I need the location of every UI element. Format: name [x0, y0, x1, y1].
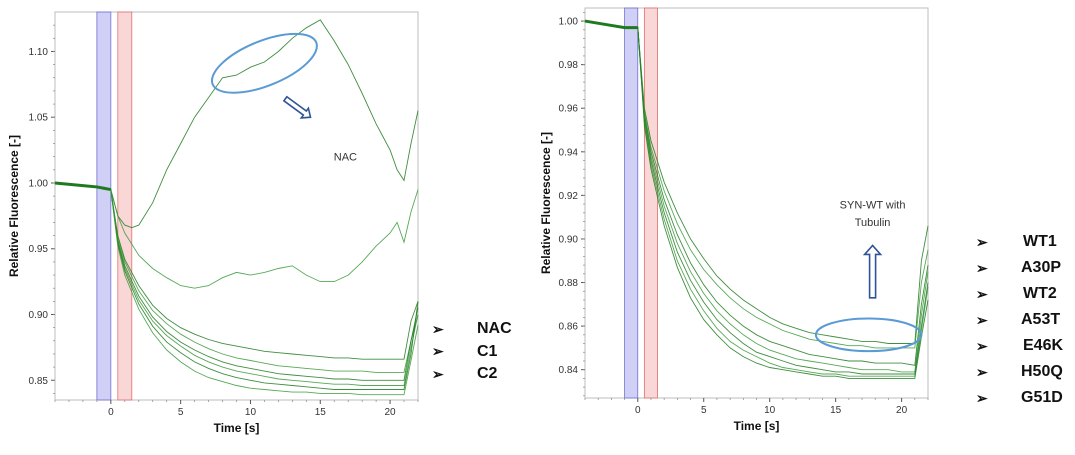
shaded-region-blue [96, 11, 112, 401]
shaded-region-blue [624, 7, 639, 399]
x-tick-label: 20 [385, 407, 397, 418]
shaded-region-red [643, 7, 658, 399]
legend-label: E46K [1023, 337, 1064, 354]
legend-item-c1: ➢ C1 [432, 341, 512, 364]
x-tick-label: 5 [178, 407, 184, 418]
x-tick-label: 0 [108, 407, 114, 418]
y-tick-label: 0.90 [29, 310, 49, 321]
legend-label: WT2 [1023, 285, 1057, 302]
x-axis-title: Time [s] [214, 421, 260, 435]
legend-item-nac: ➢ NAC [432, 318, 512, 341]
arrow-bullet-icon: ➢ [976, 389, 988, 406]
y-tick-label: 1.00 [29, 178, 49, 189]
y-axis-title: Relative Fluorescence [-] [7, 135, 21, 277]
legend-label: G51D [1021, 389, 1063, 406]
chart-left: 0.85 0.90 0.95 1.00 1.05 1.10 0 5 10 15 20 Time [s]… [7, 11, 419, 435]
baseline-segment [584, 19, 638, 30]
arrow-bullet-icon: ➢ [432, 343, 444, 360]
legend-left: ➢ NAC ➢ C1 ➢ C2 [432, 318, 512, 386]
highlight-ellipse [210, 32, 318, 94]
annotation-label: Tubulin [855, 217, 891, 229]
legend-label: WT1 [1023, 233, 1057, 250]
legend-right: ➢ WT1 ➢ A30P ➢ WT2 ➢ A53T ➢ E46K ➢ H50Q … [976, 229, 1063, 411]
legend-label: NAC [477, 320, 512, 338]
legend-item-g51d: ➢ G51D [976, 385, 1063, 411]
y-tick-label: 1.10 [29, 47, 49, 58]
chart-right: 0.84 0.86 0.88 0.90 0.92 0.94 0.96 0.98 1.00 0 5 10… [539, 7, 929, 433]
y-tick-label: 1.00 [559, 17, 579, 28]
arrow-shape [282, 95, 312, 119]
annotation-label: NAC [334, 152, 357, 164]
arrow-bullet-icon: ➢ [432, 365, 444, 382]
annotation-arrow-icon [282, 95, 312, 119]
annotation-label: SYN-WT with [840, 199, 906, 211]
x-tick-label: 10 [245, 407, 257, 418]
y-tick-label: 1.05 [29, 113, 49, 124]
arrow-bullet-icon: ➢ [432, 320, 444, 337]
y-tick-label: 0.88 [559, 278, 579, 289]
legend-item-c2: ➢ C2 [432, 363, 512, 386]
x-tick-label: 5 [701, 405, 707, 416]
y-tick-label: 0.94 [559, 147, 579, 158]
y-tick-label: 0.96 [559, 104, 579, 115]
baseline-segment [54, 181, 112, 192]
series-line-8 [54, 182, 419, 396]
arrow-bullet-icon: ➢ [976, 337, 988, 354]
x-tick-label: 15 [315, 407, 327, 418]
x-axis-title: Time [s] [734, 419, 780, 433]
series-line-7 [584, 20, 929, 379]
arrow-bullet-icon: ➢ [976, 233, 988, 250]
arrow-bullet-icon: ➢ [976, 363, 988, 380]
legend-label: C2 [477, 365, 498, 383]
annotation-arrow-icon [862, 244, 883, 299]
x-tick-label: 0 [635, 405, 641, 416]
shaded-region-red [117, 11, 133, 401]
legend-item-wt1: ➢ WT1 [976, 229, 1063, 255]
arrow-bullet-icon: ➢ [976, 285, 988, 302]
legend-item-a53t: ➢ A53T [976, 307, 1063, 333]
arrow-bullet-icon: ➢ [976, 259, 988, 276]
legend-label: C1 [477, 342, 498, 360]
legend-label: A53T [1021, 311, 1061, 328]
legend-item-e46k: ➢ E46K [976, 333, 1063, 359]
x-tick-label: 20 [896, 405, 908, 416]
y-axis-title: Relative Fluorescence [-] [539, 132, 553, 274]
y-tick-label: 0.85 [29, 376, 49, 387]
y-tick-label: 0.92 [559, 191, 579, 202]
legend-label: H50Q [1021, 363, 1063, 380]
arrow-bullet-icon: ➢ [976, 311, 988, 328]
x-tick-label: 10 [764, 405, 776, 416]
y-tick-label: 0.98 [559, 60, 579, 71]
legend-label: A30P [1021, 259, 1062, 276]
y-tick-label: 0.84 [559, 365, 579, 376]
arrow-shape [862, 244, 883, 299]
legend-item-a30p: ➢ A30P [976, 255, 1063, 281]
plot-frame [584, 7, 929, 399]
highlight-ellipse [814, 317, 923, 353]
y-tick-label: 0.86 [559, 322, 579, 333]
legend-item-wt2: ➢ WT2 [976, 281, 1063, 307]
x-tick-label: 15 [830, 405, 842, 416]
series-line-2 [54, 182, 419, 289]
legend-item-h50q: ➢ H50Q [976, 359, 1063, 385]
y-tick-label: 0.95 [29, 244, 49, 255]
y-tick-label: 0.90 [559, 234, 579, 245]
